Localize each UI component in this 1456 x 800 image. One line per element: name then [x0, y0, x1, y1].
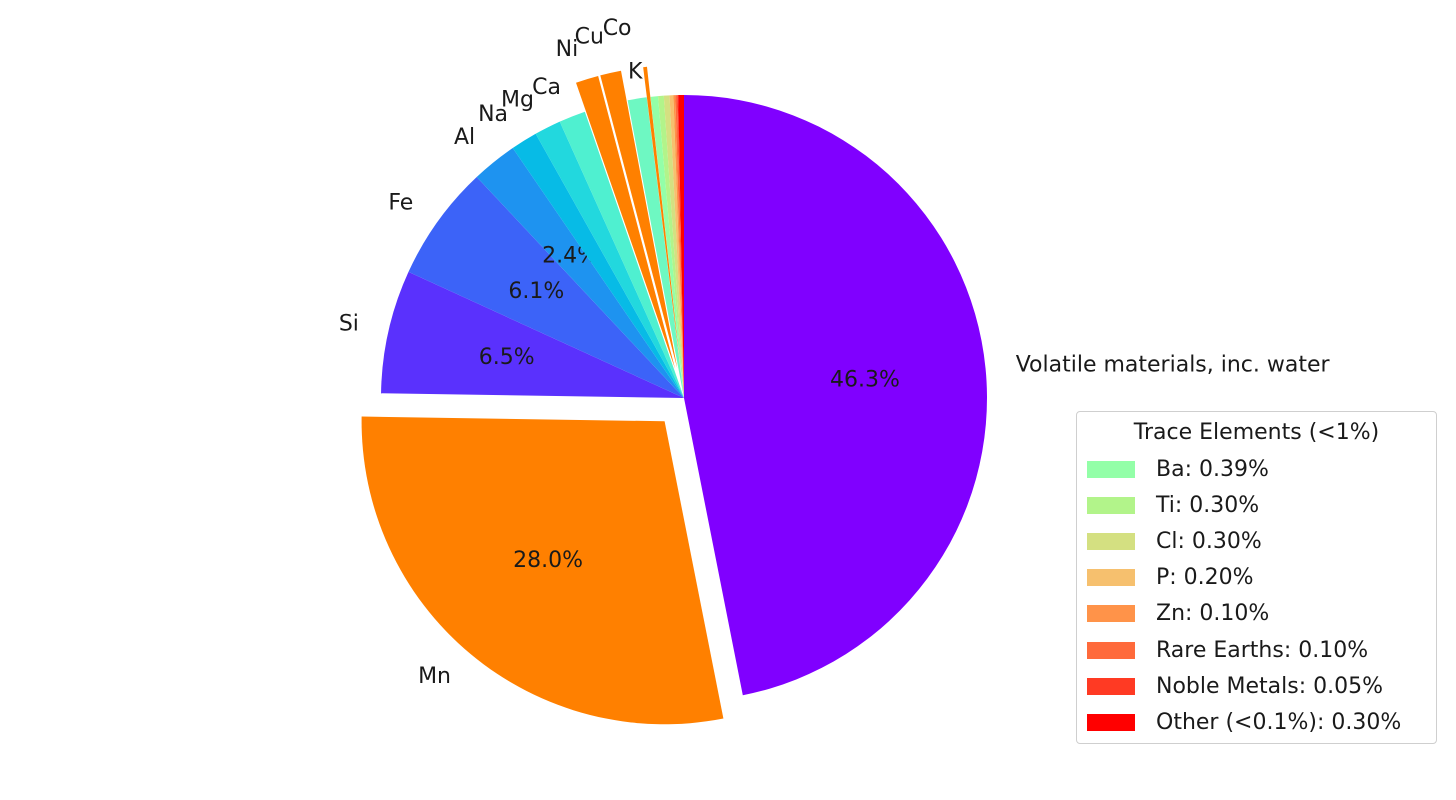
pie-slice-fe [408, 177, 684, 398]
legend-swatch [1087, 532, 1135, 550]
pie-slice-ca [559, 111, 684, 398]
slice-label-al: Al [454, 125, 475, 150]
legend-swatch [1087, 569, 1135, 587]
pie-slice-volatile-materials-inc-water [684, 95, 987, 696]
pie-slice-ba [650, 96, 684, 398]
slice-label-cu: Cu [575, 24, 604, 49]
legend-entry: Ti: 0.30% [1087, 490, 1259, 520]
legend-label: P: 0.20% [1156, 565, 1254, 591]
slice-label-fe: Fe [388, 190, 413, 215]
pie-slice-ni [576, 75, 676, 370]
pie-slice-co [643, 66, 681, 368]
legend-label: Rare Earths: 0.10% [1156, 637, 1369, 663]
pie-slice-ti [658, 95, 684, 398]
legend-label: Noble Metals: 0.05% [1156, 673, 1384, 699]
legend-label: Ba: 0.39% [1156, 456, 1269, 482]
pie-slice-na [512, 133, 684, 399]
slice-label-volatile-materials-inc-water: Volatile materials, inc. water [1016, 352, 1331, 377]
pie-slice-noble-metals [677, 95, 684, 398]
slice-label-k: K [628, 60, 643, 85]
slice-label-mg: Mg [501, 87, 534, 112]
pie-slice-p [669, 95, 684, 399]
legend-label: Zn: 0.10% [1156, 601, 1270, 627]
legend-entry: Rare Earths: 0.10% [1087, 635, 1368, 665]
pie-slice-al [476, 148, 684, 398]
slice-label-si: Si [339, 311, 359, 336]
legend-title: Trace Elements (<1%) [1133, 420, 1380, 445]
legend-swatch [1087, 677, 1135, 695]
pie-slice-other-0-1 [678, 95, 684, 398]
pie-slice-mg [535, 121, 684, 399]
legend-entry: Zn: 0.10% [1087, 599, 1269, 629]
legend-swatch [1087, 460, 1135, 478]
pie-slice-zn [673, 95, 684, 399]
legend-swatch [1087, 496, 1135, 514]
legend-entry: Other (<0.1%): 0.30% [1087, 707, 1401, 737]
slice-label-ni: Ni [556, 37, 579, 62]
legend-swatch [1087, 641, 1135, 659]
legend-label: Other (<0.1%): 0.30% [1156, 709, 1402, 735]
slice-label-co: Co [603, 16, 632, 41]
legend-entry: Noble Metals: 0.05% [1087, 671, 1383, 701]
slice-pct-volatile-materials-inc-water: 46.3% [830, 367, 900, 392]
legend-label: Ti: 0.30% [1156, 492, 1260, 518]
pie-slice-mn [361, 416, 724, 725]
slice-pct-mn: 28.0% [513, 548, 583, 573]
legend-swatch [1087, 713, 1135, 731]
legend-swatch [1087, 605, 1135, 623]
legend-entry: Ba: 0.39% [1087, 454, 1269, 484]
legend-entry: Cl: 0.30% [1087, 526, 1262, 556]
slice-pct-si: 6.5% [479, 345, 535, 370]
legend-label: Cl: 0.30% [1156, 528, 1262, 554]
pie-slice-cl [663, 95, 684, 399]
legend-entry: P: 0.20% [1087, 563, 1254, 593]
slice-label-ca: Ca [532, 75, 561, 100]
slice-label-mn: Mn [418, 664, 451, 689]
slice-label-na: Na [478, 102, 508, 127]
slice-pct-fe: 6.1% [508, 279, 564, 304]
pie-slice-k [627, 97, 684, 399]
legend: Trace Elements (<1%) Ba: 0.39% Ti: 0.30% C… [1076, 411, 1437, 744]
pie-slice-rare-earths [675, 95, 684, 399]
pie-slice-cu [600, 70, 678, 369]
pie-slice-si [381, 271, 684, 398]
